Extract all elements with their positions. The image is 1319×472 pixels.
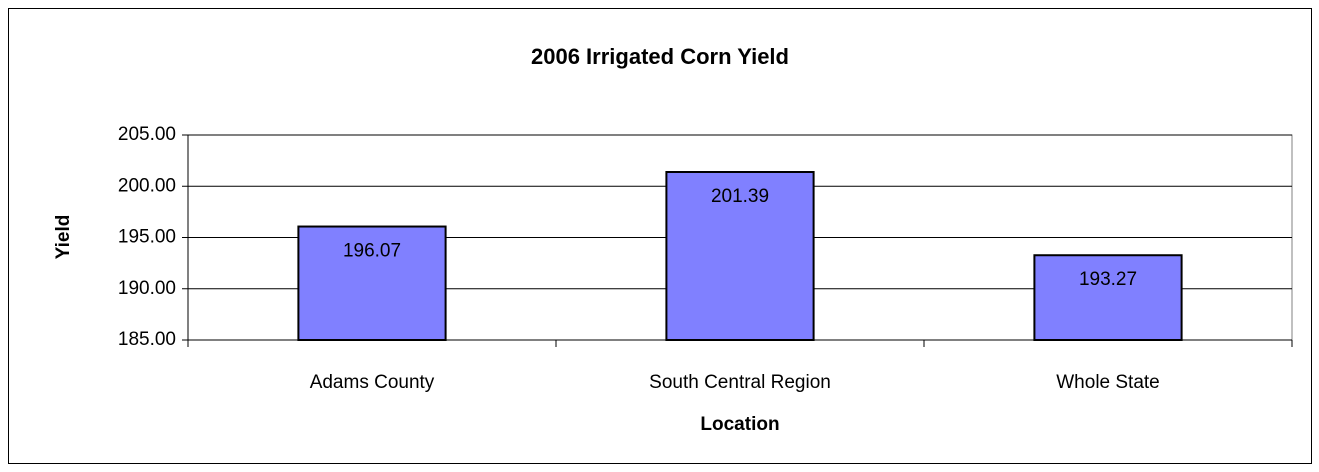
bar: [665, 171, 815, 341]
data-label: 201.39: [711, 186, 769, 207]
data-label: 193.27: [1079, 269, 1137, 290]
y-tick-label: 200.00: [118, 175, 176, 196]
y-tick-label: 205.00: [118, 124, 176, 145]
x-tick-label: Whole State: [1056, 372, 1160, 393]
y-tick-label: 185.00: [118, 329, 176, 350]
x-tick-label: South Central Region: [649, 372, 831, 393]
x-axis-label: Location: [700, 414, 779, 435]
y-axis-label: Yield: [53, 215, 74, 260]
bar: [1033, 254, 1183, 341]
chart-title: 2006 Irrigated Corn Yield: [531, 44, 789, 69]
y-tick-label: 190.00: [118, 278, 176, 299]
data-label: 196.07: [343, 241, 401, 262]
y-tick-label: 195.00: [118, 227, 176, 248]
x-tick-label: Adams County: [310, 372, 435, 393]
bar: [297, 225, 447, 341]
